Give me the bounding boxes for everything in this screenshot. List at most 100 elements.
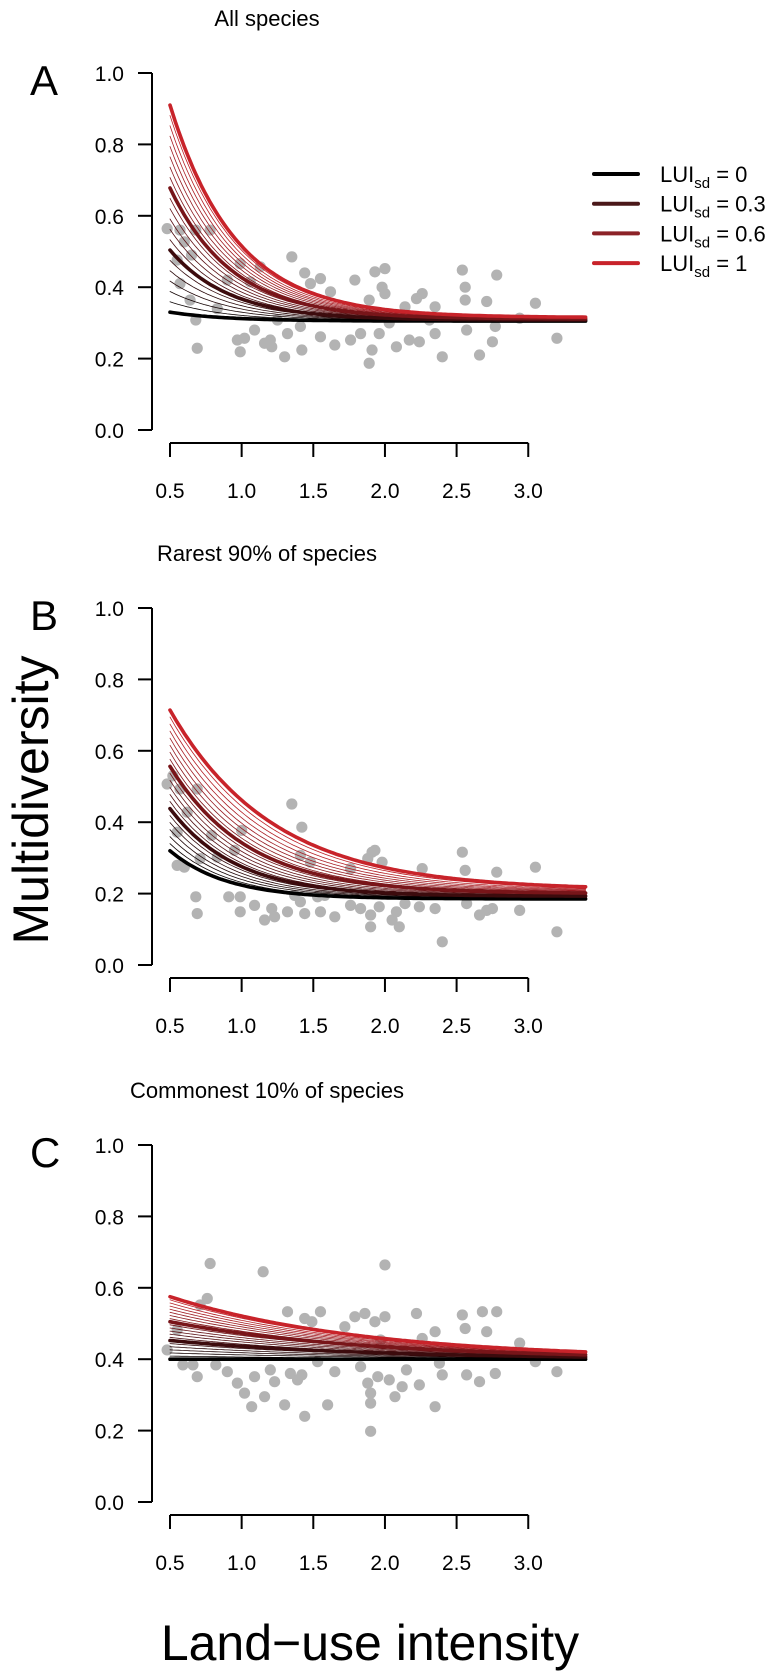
fitted-curve-thin	[169, 751, 586, 893]
x-tick-label: 1.5	[299, 1015, 328, 1038]
data-point	[161, 223, 173, 235]
data-point	[296, 1369, 308, 1381]
x-tick-label: 0.5	[155, 480, 184, 503]
x-tick-label: 1.0	[227, 480, 256, 503]
legend-label-subscript: sd	[694, 205, 710, 222]
data-point	[363, 357, 375, 369]
data-point	[366, 344, 378, 356]
fitted-curve-lui-sd-0-6	[168, 1319, 588, 1357]
data-point	[459, 864, 471, 876]
data-point	[416, 863, 428, 875]
data-point	[413, 1379, 425, 1391]
data-point	[296, 344, 308, 356]
data-point	[191, 342, 203, 354]
x-tick-label: 0.5	[155, 1015, 184, 1038]
data-point	[459, 1322, 471, 1335]
data-point	[429, 1401, 441, 1413]
panel-c: Commonest 10% of species C 0.0 0.2 0.4 0.6 0.8…	[30, 1078, 588, 1575]
x-tick-label: 2.0	[370, 480, 399, 503]
data-point	[389, 1391, 401, 1403]
y-tick-label: 0.2	[95, 884, 124, 907]
data-point	[489, 1367, 501, 1380]
data-point	[349, 1311, 361, 1323]
data-point	[329, 911, 341, 923]
panel-letter: A	[30, 57, 58, 104]
data-point	[306, 1316, 318, 1328]
data-point	[456, 264, 468, 276]
y-axis-title: Multidiversity	[3, 656, 59, 945]
data-point	[181, 806, 193, 818]
data-point	[529, 297, 542, 309]
x-tick-label: 2.5	[442, 1552, 471, 1575]
data-point	[281, 1306, 294, 1318]
data-point	[269, 1376, 281, 1388]
data-point	[413, 336, 425, 348]
fitted-curve-lui-sd-0	[168, 849, 588, 901]
data-point	[396, 1381, 408, 1393]
x-tick-label: 2.0	[370, 1015, 399, 1038]
data-point	[234, 346, 246, 358]
data-point	[211, 303, 223, 315]
y-tick-label: 0.0	[95, 1492, 124, 1515]
data-point	[390, 341, 403, 353]
data-point	[329, 339, 341, 351]
data-point	[399, 897, 411, 910]
panel-title: All species	[214, 6, 319, 31]
data-point	[191, 783, 203, 795]
fitted-curve-thin	[169, 744, 586, 892]
y-tick-label: 1.0	[95, 1135, 124, 1158]
data-point	[529, 861, 542, 873]
data-point	[304, 278, 317, 290]
data-point	[231, 1377, 243, 1389]
x-tick-label: 2.5	[442, 480, 471, 503]
data-point	[489, 320, 501, 333]
data-point	[279, 351, 291, 363]
data-point	[379, 1311, 391, 1323]
data-point	[379, 1259, 391, 1271]
data-point	[491, 866, 503, 878]
data-point	[171, 826, 183, 838]
data-point	[201, 1292, 213, 1305]
panel-letter: B	[30, 592, 58, 639]
data-point	[429, 328, 441, 340]
data-point	[410, 1307, 423, 1320]
data-point	[234, 258, 246, 270]
legend-label: LUIsd = 1	[660, 251, 747, 281]
data-point	[266, 341, 278, 353]
data-point	[223, 891, 235, 903]
data-point	[390, 906, 403, 918]
data-point	[294, 896, 307, 908]
data-point	[177, 1359, 189, 1371]
panel-letter: C	[30, 1129, 60, 1176]
legend-label-subscript: sd	[694, 264, 710, 281]
data-point	[486, 336, 499, 348]
data-point	[373, 901, 385, 913]
data-point	[514, 904, 526, 916]
data-point	[436, 1369, 448, 1381]
legend-label-value: = 1	[710, 251, 747, 276]
data-point	[248, 899, 261, 911]
data-point	[365, 1397, 377, 1409]
data-point	[551, 1366, 563, 1378]
data-point	[281, 906, 294, 918]
data-point	[461, 324, 473, 336]
data-point	[248, 1371, 261, 1383]
data-point	[178, 236, 190, 248]
data-point	[191, 1371, 203, 1383]
fitted-curve-thin	[169, 177, 586, 319]
panel-title: Commonest 10% of species	[130, 1078, 404, 1103]
data-point	[314, 1306, 327, 1318]
data-point	[344, 899, 357, 911]
data-point	[354, 328, 367, 340]
data-point	[436, 936, 448, 948]
data-point	[379, 288, 391, 300]
data-point	[416, 288, 428, 300]
y-tick-label: 1.0	[95, 598, 124, 621]
legend-label-main: LUI	[660, 162, 694, 187]
data-point	[491, 269, 503, 281]
data-point	[210, 1359, 222, 1371]
data-point	[429, 301, 441, 313]
data-point	[174, 224, 186, 236]
legend-label-main: LUI	[660, 251, 694, 276]
